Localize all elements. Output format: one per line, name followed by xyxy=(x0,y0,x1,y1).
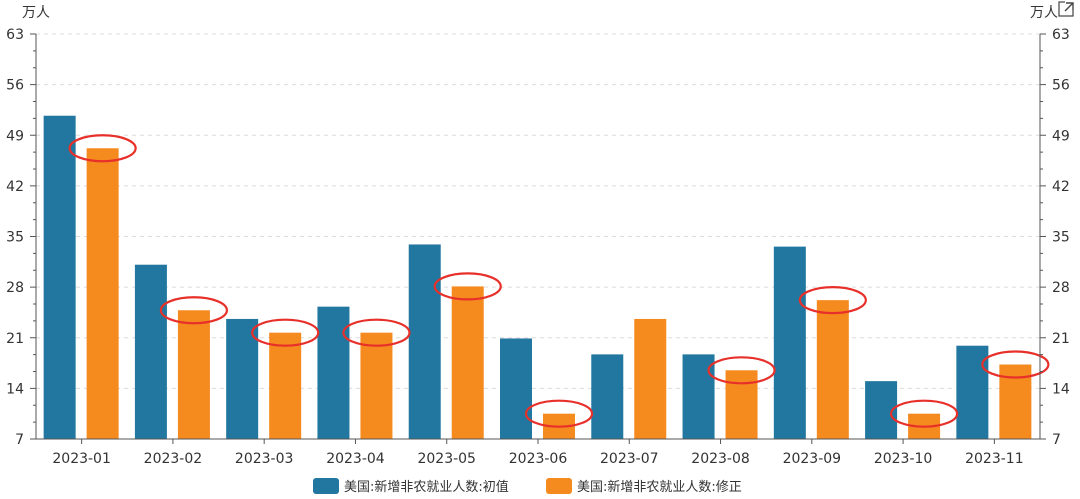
bar-initial xyxy=(591,354,624,439)
y-tick-label-right: 63 xyxy=(1052,27,1070,43)
y-tick-label-left: 49 xyxy=(6,128,24,144)
highlight-circle xyxy=(981,350,1050,379)
y-tick-label-left: 7 xyxy=(15,432,24,448)
bar-initial xyxy=(317,306,350,439)
y-tick-label-left: 63 xyxy=(6,27,24,43)
bar-initial xyxy=(773,246,806,439)
y-tick-label-right: 35 xyxy=(1052,230,1070,246)
highlight-circle xyxy=(524,399,594,428)
y-tick-label-right: 28 xyxy=(1052,280,1070,296)
bar-initial xyxy=(226,318,259,439)
bar-revised xyxy=(269,332,302,439)
highlight-circle xyxy=(889,399,959,428)
highlight-circle xyxy=(433,272,502,301)
bar-revised xyxy=(725,370,758,439)
x-tick-label: 2023-05 xyxy=(417,451,476,467)
highlight-circle xyxy=(342,318,411,347)
x-tick-label: 2023-01 xyxy=(52,451,111,467)
bar-revised xyxy=(360,332,393,439)
x-tick-label: 2023-06 xyxy=(509,451,568,467)
highlight-circle xyxy=(251,318,320,347)
highlight-circle xyxy=(707,356,776,385)
bars xyxy=(43,115,1032,440)
y-tick-label-left: 35 xyxy=(6,230,24,246)
y-tick-label-right: 49 xyxy=(1052,128,1070,144)
y-tick-label-right: 56 xyxy=(1052,78,1070,94)
bar-revised xyxy=(86,148,119,439)
y-unit-left: 万人 xyxy=(22,5,50,21)
legend: 美国:新增非农就业人数:初值 美国:新增非农就业人数:修正 xyxy=(313,478,742,495)
axes: 7 7 14 14 21 21 28 28 35 35 42 42 49 49 56 56 63 63 2023-0… xyxy=(6,27,1070,467)
x-tick-label: 2023-08 xyxy=(691,451,750,467)
y-unit-right: 万人 xyxy=(1030,5,1058,21)
y-tick-label-right: 21 xyxy=(1052,331,1070,347)
y-tick-label-right: 42 xyxy=(1052,179,1070,195)
bar-revised xyxy=(634,318,667,439)
bar-revised xyxy=(451,286,484,439)
legend-label-initial[interactable]: 美国:新增非农就业人数:初值 xyxy=(344,479,509,495)
bar-revised xyxy=(177,310,210,439)
x-tick-label: 2023-07 xyxy=(600,451,659,467)
legend-label-revised[interactable]: 美国:新增非农就业人数:修正 xyxy=(577,479,742,495)
legend-swatch-revised[interactable] xyxy=(546,478,572,494)
y-tick-label-left: 14 xyxy=(6,381,24,397)
x-tick-label: 2023-11 xyxy=(965,451,1024,467)
y-tick-label-right: 14 xyxy=(1052,381,1070,397)
bar-initial xyxy=(134,264,167,439)
bar-initial xyxy=(43,115,76,440)
highlight-circles xyxy=(68,134,1050,428)
y-tick-label-left: 42 xyxy=(6,179,24,195)
y-tick-label-left: 28 xyxy=(6,280,24,296)
bar-initial xyxy=(500,338,532,439)
highlight-circle xyxy=(159,296,229,325)
x-tick-label: 2023-04 xyxy=(326,451,385,467)
export-icon[interactable] xyxy=(1058,0,1075,17)
legend-swatch-initial[interactable] xyxy=(313,478,339,494)
y-tick-label-left: 21 xyxy=(6,331,24,347)
x-tick-label: 2023-02 xyxy=(144,451,203,467)
highlight-circle xyxy=(798,286,867,315)
x-tick-label: 2023-09 xyxy=(783,451,842,467)
highlight-circle xyxy=(68,134,137,163)
x-tick-label: 2023-10 xyxy=(874,451,933,467)
y-tick-label-right: 7 xyxy=(1052,432,1061,448)
bar-revised xyxy=(816,300,849,439)
y-tick-label-left: 56 xyxy=(6,78,24,94)
bar-initial xyxy=(408,244,441,439)
x-tick-label: 2023-03 xyxy=(235,451,294,467)
